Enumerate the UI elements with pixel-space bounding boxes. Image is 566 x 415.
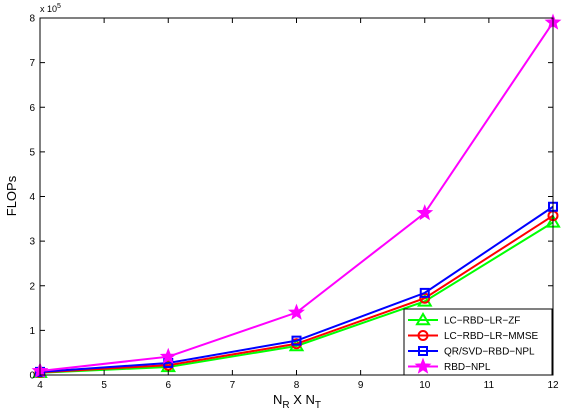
legend-swatch-marker <box>417 330 429 341</box>
series-layer <box>31 13 562 379</box>
y-multiplier-base: x 10 <box>40 4 57 14</box>
legend-swatch-marker <box>418 346 428 356</box>
x-axis-title-sub2: T <box>315 400 321 411</box>
data-point <box>288 303 305 320</box>
x-tick-label: 9 <box>358 380 364 391</box>
x-tick-label: 11 <box>484 380 495 391</box>
x-tick-label: 7 <box>230 380 236 391</box>
y-tick-label: 7 <box>29 58 35 69</box>
legend-entry: LC−RBD−LR−MMSE <box>408 330 539 342</box>
y-tick-label: 5 <box>29 147 35 158</box>
legend-label: QR/SVD−RBD−NPL <box>444 347 535 358</box>
legend-entry: LC−RBD−LR−ZF <box>408 312 520 327</box>
y-tick-label: 1 <box>29 326 35 337</box>
legend-entry: RBD−NPL <box>408 357 491 374</box>
data-point <box>419 287 430 298</box>
legend-swatch-marker <box>414 357 432 374</box>
y-tick-label: 2 <box>29 281 35 292</box>
x-tick-label: 8 <box>294 380 300 391</box>
x-tick-label: 5 <box>101 380 107 391</box>
y-tick-label: 6 <box>29 103 35 114</box>
legend: LC−RBD−LR−ZF LC−RBD−LR−MMSE QR/SVD−RBD−NPL… <box>403 308 553 376</box>
data-point <box>416 204 434 221</box>
x-axis-title-sub1: R <box>282 400 289 411</box>
series-line <box>39 221 554 374</box>
x-axis-title-mid: X N <box>290 392 315 407</box>
data-point <box>291 335 302 346</box>
x-tick-label: 6 <box>165 380 171 391</box>
data-point <box>159 347 177 364</box>
series-line <box>39 205 554 373</box>
legend-label: RBD−NPL <box>444 362 491 373</box>
legend-entry: QR/SVD−RBD−NPL <box>408 346 535 358</box>
y-tick-label: 4 <box>29 192 35 203</box>
legend-label: LC−RBD−LR−MMSE <box>444 331 539 342</box>
y-tick-label: 8 <box>29 14 35 25</box>
y-axis-title: FLOPs <box>4 175 19 216</box>
x-axis-title: NR X NT <box>273 392 321 411</box>
series-2 <box>35 201 558 377</box>
x-axis-title-main: N <box>273 392 282 407</box>
y-multiplier-exp: 5 <box>57 3 61 10</box>
y-multiplier: x 105 <box>40 3 61 14</box>
legend-swatch-marker <box>415 312 431 326</box>
legend-label: LC−RBD−LR−ZF <box>444 316 520 327</box>
x-tick-label: 12 <box>547 380 559 391</box>
y-tick-label: 0 <box>29 371 35 382</box>
y-tick-label: 3 <box>29 237 35 248</box>
x-tick-label: 10 <box>419 380 431 391</box>
x-tick-label: 4 <box>37 380 43 391</box>
